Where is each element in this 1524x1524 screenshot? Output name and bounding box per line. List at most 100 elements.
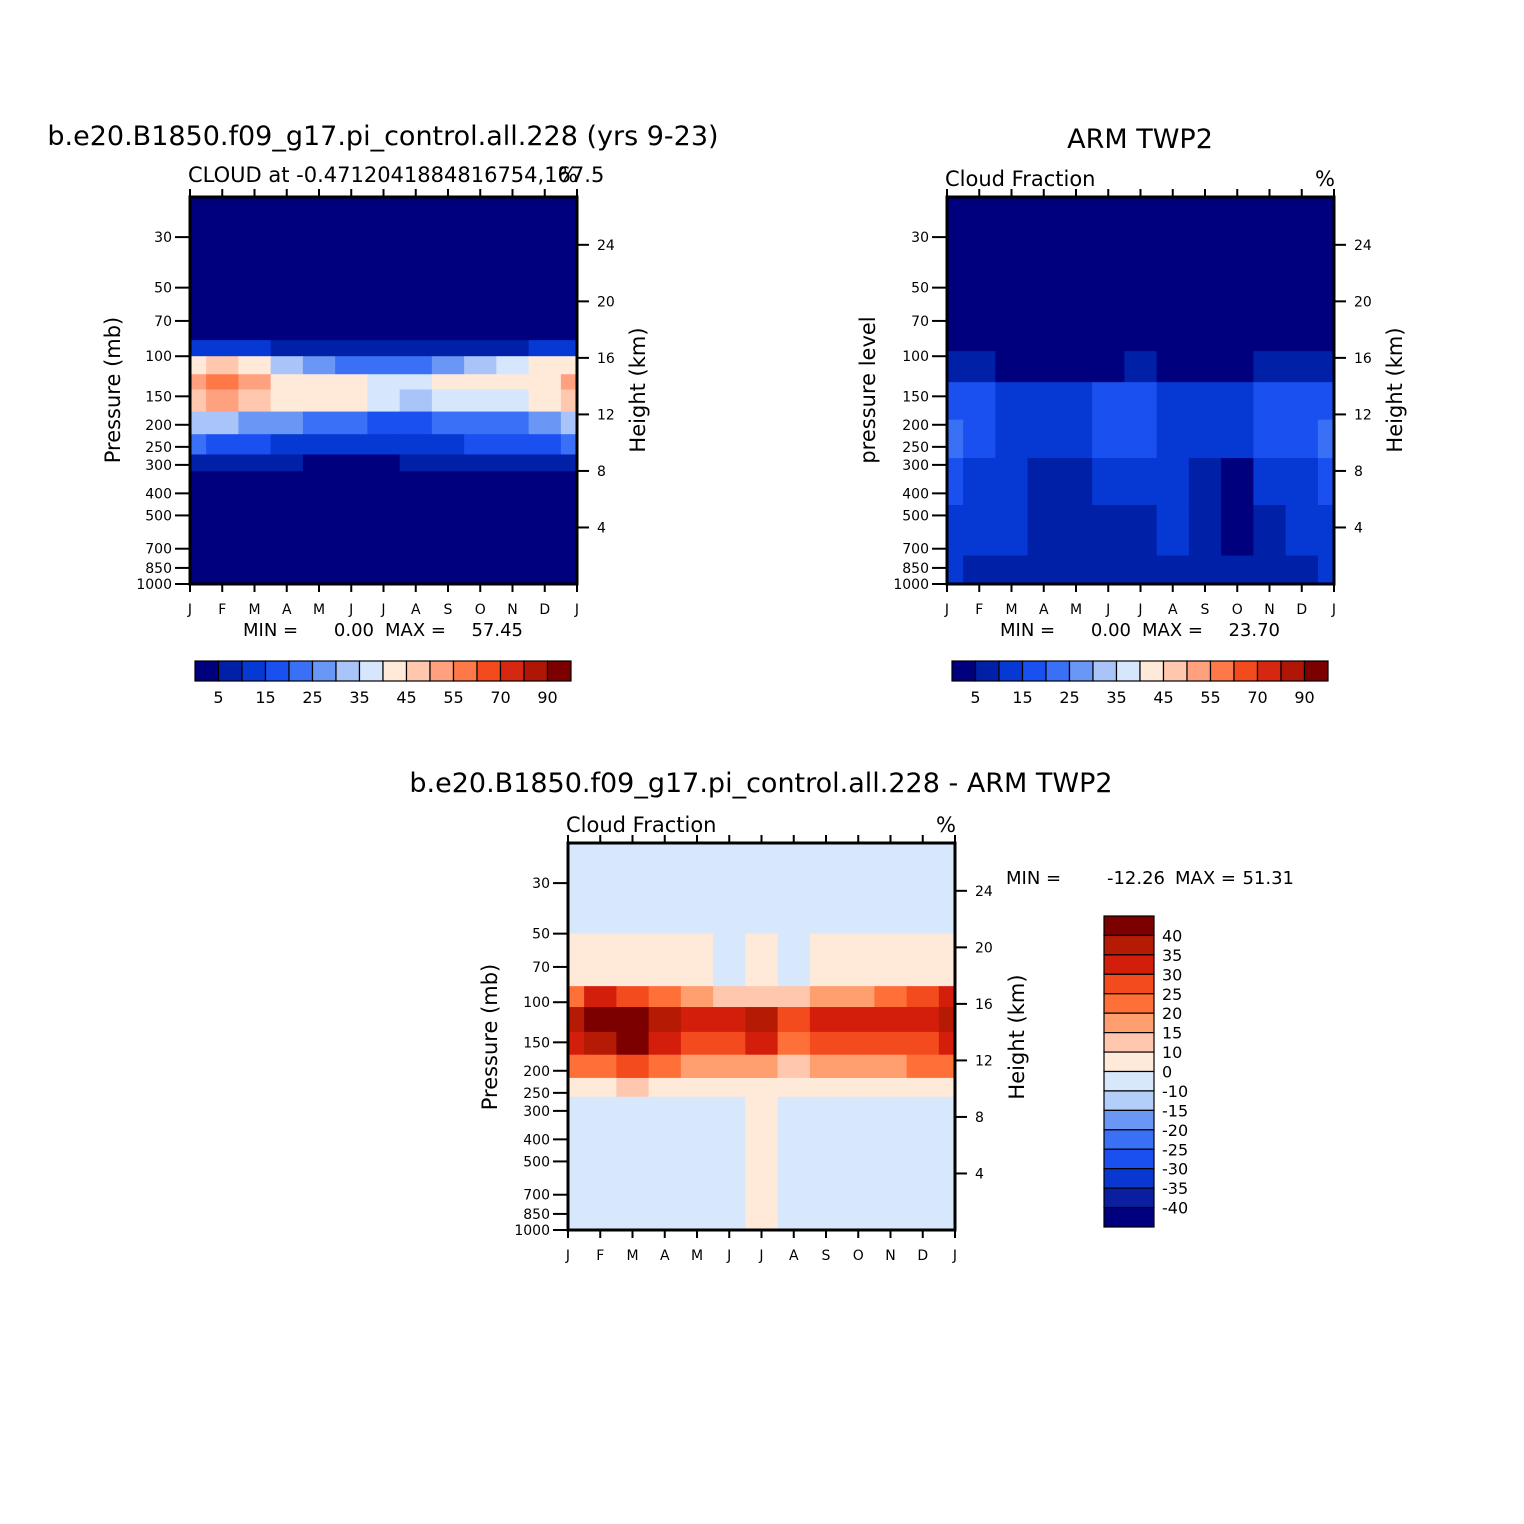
contour-cell bbox=[947, 197, 964, 352]
contour-cell bbox=[528, 454, 562, 472]
contour-cell bbox=[777, 986, 811, 1008]
y-right-tick-label: 12 bbox=[975, 1053, 993, 1069]
colorbar-swatch bbox=[1103, 1070, 1155, 1092]
colorbar-label: -40 bbox=[1162, 1199, 1188, 1218]
contour-cell bbox=[680, 986, 714, 1008]
contour-cell bbox=[367, 389, 401, 413]
contour-cell bbox=[584, 1031, 617, 1056]
contour-cell bbox=[270, 454, 304, 472]
colorbar-swatch bbox=[429, 660, 455, 682]
colorbar: 5 15 25 35 45 55 70 90 bbox=[194, 660, 572, 707]
contour-cell bbox=[1156, 351, 1190, 383]
contour-cell bbox=[1285, 382, 1319, 421]
contour-cell bbox=[1092, 197, 1125, 352]
contour-cell bbox=[399, 389, 433, 413]
y-tick-label: 300 bbox=[145, 458, 172, 474]
colorbar-swatch bbox=[358, 660, 384, 682]
contour-cell bbox=[616, 986, 650, 1008]
contour-cell bbox=[1027, 351, 1061, 383]
contour-cell bbox=[568, 1031, 585, 1056]
colorbar-swatch bbox=[1103, 934, 1155, 956]
contour-cell bbox=[399, 454, 433, 472]
x-tick-label: S bbox=[444, 602, 453, 618]
colorbar-label: 70 bbox=[490, 688, 510, 707]
x-tick-label: J bbox=[944, 602, 949, 618]
contour-cell bbox=[1188, 351, 1222, 383]
contour-cell bbox=[809, 1007, 843, 1033]
x-tick-label: M bbox=[1070, 602, 1082, 618]
x-tick-label: D bbox=[917, 1248, 928, 1264]
contour-cell bbox=[906, 1031, 940, 1056]
contour-cell bbox=[528, 374, 562, 391]
colorbar-swatch bbox=[1162, 660, 1188, 682]
contour-cell bbox=[496, 389, 530, 413]
y-tick-label: 500 bbox=[523, 1154, 550, 1170]
contour-cell bbox=[1027, 555, 1061, 585]
y-tick-label: 50 bbox=[911, 281, 929, 297]
panel-title: b.e20.B1850.f09_g17.pi_control.all.228 -… bbox=[409, 768, 1112, 799]
contour-cell bbox=[1188, 555, 1222, 585]
colorbar-swatch bbox=[1103, 973, 1155, 995]
contour-cell bbox=[777, 1096, 811, 1231]
contour-cell bbox=[399, 374, 433, 391]
colorbar-swatch bbox=[194, 660, 220, 682]
contour-cell bbox=[1027, 197, 1061, 352]
colorbar-label: 55 bbox=[1200, 688, 1220, 707]
x-tick-label: A bbox=[660, 1248, 670, 1264]
min-label: MIN = bbox=[1000, 620, 1055, 641]
colorbar-swatch bbox=[217, 660, 243, 682]
y-tick-label: 150 bbox=[145, 389, 172, 405]
x-tick-label: J bbox=[726, 1248, 731, 1264]
axes: J F M A M J J A S O N D J 30 50 70 100 150 200 250 300 400 500… bbox=[893, 189, 1372, 618]
contour-cell bbox=[906, 1077, 940, 1098]
contour-cell bbox=[335, 356, 368, 375]
min-label: MIN = bbox=[1006, 868, 1061, 889]
contour-cell bbox=[238, 197, 272, 341]
contour-cell bbox=[995, 419, 1029, 459]
colorbar-swatch bbox=[1103, 1148, 1155, 1170]
contour-cell bbox=[464, 340, 497, 357]
contour-cell bbox=[938, 1054, 956, 1079]
x-tick-label: J bbox=[565, 1248, 570, 1264]
y-right-tick-label: 24 bbox=[597, 238, 615, 254]
colorbar-swatch bbox=[1103, 1206, 1155, 1228]
contour-cell bbox=[302, 411, 336, 435]
y-right-tick-label: 4 bbox=[975, 1166, 984, 1182]
x-tick-label: A bbox=[789, 1248, 799, 1264]
contour-cell bbox=[1188, 197, 1222, 352]
y-axis-label: Pressure (mb) bbox=[101, 317, 125, 464]
colorbar-swatch bbox=[1103, 1109, 1155, 1131]
contour-cell bbox=[399, 411, 433, 435]
contour-cell bbox=[206, 434, 239, 456]
contour-cell bbox=[1124, 419, 1158, 459]
contour-cell bbox=[1188, 505, 1222, 557]
contour-cell bbox=[238, 340, 272, 357]
contour-cell bbox=[963, 197, 996, 352]
contour-cell bbox=[809, 1031, 843, 1056]
y-tick-label: 100 bbox=[523, 995, 550, 1011]
contour-cell bbox=[648, 843, 682, 935]
y-tick-label: 1000 bbox=[893, 577, 929, 593]
contour-cell bbox=[648, 1007, 682, 1033]
colorbar-label: 15 bbox=[255, 688, 275, 707]
panel-title: b.e20.B1850.f09_g17.pi_control.all.228 (… bbox=[47, 121, 718, 152]
contour-cell bbox=[206, 197, 239, 341]
y-right-tick-label: 16 bbox=[1354, 351, 1372, 367]
contour-cell bbox=[874, 1077, 908, 1098]
contour-cell bbox=[1156, 382, 1190, 421]
colorbar-label: 5 bbox=[970, 688, 980, 707]
colorbar-swatch bbox=[288, 660, 314, 682]
colorbar-swatch bbox=[476, 660, 502, 682]
y-tick-label: 200 bbox=[902, 418, 929, 434]
colorbar-swatch bbox=[1186, 660, 1212, 682]
panel-subtitle: CLOUD at -0.4712041884816754,167.5 bbox=[188, 163, 604, 187]
y-tick-label: 850 bbox=[902, 561, 929, 577]
colorbar-swatch bbox=[1103, 1168, 1155, 1189]
x-tick-label: J bbox=[1137, 602, 1142, 618]
contour-cell bbox=[568, 1007, 585, 1033]
contour-cell bbox=[777, 1031, 811, 1056]
colorbar-label: 40 bbox=[1162, 926, 1182, 945]
y-tick-label: 500 bbox=[145, 508, 172, 524]
contour-cell bbox=[335, 389, 368, 413]
contour-cell bbox=[713, 1054, 746, 1079]
